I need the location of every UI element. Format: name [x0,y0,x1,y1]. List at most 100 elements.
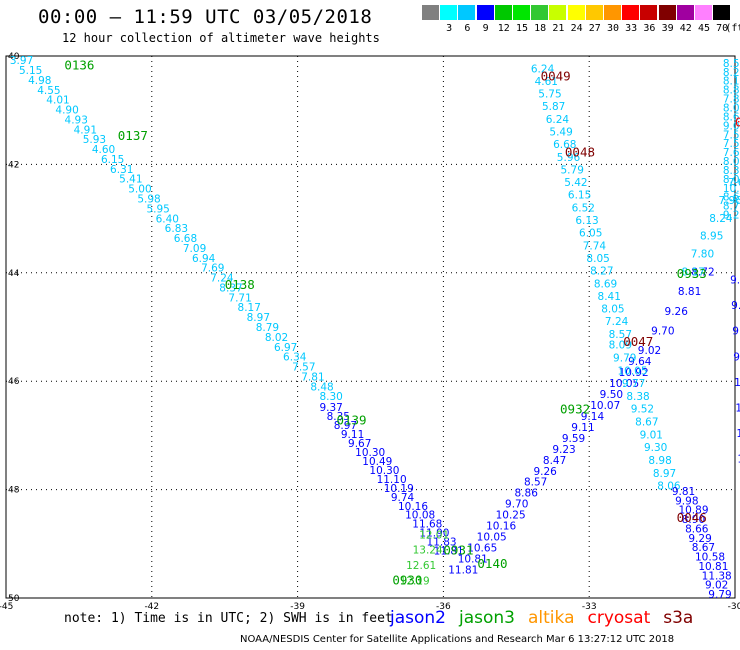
notes-text: note: 1) Time is in UTC; 2) SWH is in fe… [64,611,393,626]
wave-height-value: 8.97 [247,312,270,324]
legend-label: 6 [464,23,471,34]
wave-height-value: 12.01 [419,529,449,541]
wave-height-value: 9.26 [665,306,689,318]
wave-height-value: 7.24 [605,316,629,328]
wave-height-value: 8.60 [723,192,740,204]
wave-height-value: 10.25 [496,510,526,522]
pass-label: 0931 [443,543,473,558]
wave-height-value: 8.35 [723,165,740,177]
wave-height-value: 4.90 [55,105,78,117]
wave-height-value: 8.97 [334,420,357,432]
wave-height-value: 4.93 [65,114,88,126]
wave-height-value: 5.42 [564,177,587,189]
wave-height-value: 6.94 [192,253,216,265]
wave-height-value: 4.60 [92,144,115,156]
satellite-label-jason3: jason3 [459,608,515,628]
wave-height-value: 12.19 [400,575,430,587]
wave-height-value: 10.92 [619,367,649,379]
wave-height-value: 6.05 [579,228,602,240]
wave-height-value: 9.84 [733,351,740,363]
x-tick-label: -36 [436,602,451,612]
chart-subtitle: 12 hour collection of altimeter wave hei… [62,31,380,45]
y-tick-label: 48 [8,486,20,496]
wave-height-value: 8.02 [265,332,288,344]
wave-height-value: 4.98 [28,75,51,87]
pass-label: 0048 [565,144,595,159]
wave-height-value: 8.27 [590,266,613,278]
satellite-label-s3a: s3a [663,608,694,628]
wave-height-value: 8.19 [723,76,740,88]
wave-height-value: 5.87 [542,101,565,113]
wave-height-value: 4.55 [37,85,60,97]
legend-label: 33 [625,23,638,34]
wave-height-value: 6.83 [165,223,188,235]
legend-swatch [640,5,658,20]
x-tick-label: -39 [290,602,305,612]
wave-height-value: 9.11 [341,429,364,441]
wave-height-value: 7.09 [183,243,206,255]
wave-height-value: 11.81 [448,565,478,577]
legend-label: 42 [679,23,692,34]
wave-height-value: 8.95 [700,231,723,243]
legend-label: 36 [643,23,656,34]
wave-height-value: 4.61 [535,76,558,88]
wave-height-value: 7.68 [728,177,740,189]
y-tick-label: 44 [8,269,20,279]
wave-height-value: 9.79 [613,352,636,364]
pass-label: 0139 [336,413,366,428]
y-tick-label: 42 [8,160,19,170]
wave-height-value: 6.15 [101,154,124,166]
wave-height-value: 8.86 [515,488,539,500]
wave-height-value: 9.84 [731,300,740,312]
x-tick-label: -42 [144,602,159,612]
wave-height-value: 10.89 [678,505,708,517]
wave-height-value: 8.38 [626,391,649,403]
wave-height-value: 9.74 [391,492,415,504]
wave-height-value: 10.30 [369,465,399,477]
wave-height-value: 7.69 [201,263,224,275]
wave-height-value: 11.81 [434,546,464,558]
wave-height-value: 10.07 [590,400,620,412]
wave-height-value: 5.00 [128,184,151,196]
wave-height-value: 9.77 [622,378,645,390]
wave-height-value: 11.10 [377,474,407,486]
wave-height-value: 9.67 [348,438,371,450]
satellite-label-altika: altika [528,608,575,628]
legend-swatch [549,5,567,20]
x-tick-label: -30 [728,602,740,612]
wave-height-value: 8.24 [709,213,733,225]
wave-height-value: 9.95 [732,326,740,338]
wave-height-value: 6.13 [575,215,598,227]
pass-label: 0930 [392,572,422,587]
wave-height-value: 5.79 [561,164,584,176]
legend-label: 45 [697,23,711,34]
wave-height-value: 10.16 [398,501,428,513]
legend-label: 39 [661,23,674,34]
legend-label: 70 [716,23,729,34]
wave-height-value: 10.33 [723,183,740,195]
wave-height-value: 11.83 [427,537,457,549]
pass-label: 0136 [64,58,94,73]
x-tick-label: -33 [582,602,597,612]
wave-height-value: 9.38 [730,275,740,287]
wave-height-value: 11.09 [736,428,740,440]
legend-label: 24 [570,23,583,34]
legend-swatch [440,5,458,20]
wave-height-value: 8.06 [657,481,681,493]
satellite-label-jason2: jason2 [390,608,446,628]
wave-height-value: 9.25 [723,210,740,222]
wave-height-value: 8.97 [653,468,676,480]
wave-height-value: 8.72 [691,267,714,279]
wave-height-value: 8.04 [723,102,740,114]
wave-height-value: 7.81 [301,371,324,383]
wave-height-value: 6.68 [174,233,197,245]
wave-height-value: 9.02 [638,345,661,357]
wave-height-value: 5.49 [549,126,572,138]
wave-height-value: 6.24 [531,63,555,75]
pass-label: 0932 [560,402,590,417]
wave-height-value: 10.65 [467,543,497,555]
legend-unit: (ft) [725,23,740,34]
pass-label: 0049 [541,68,571,83]
wave-height-value: 7.71 [228,292,251,304]
